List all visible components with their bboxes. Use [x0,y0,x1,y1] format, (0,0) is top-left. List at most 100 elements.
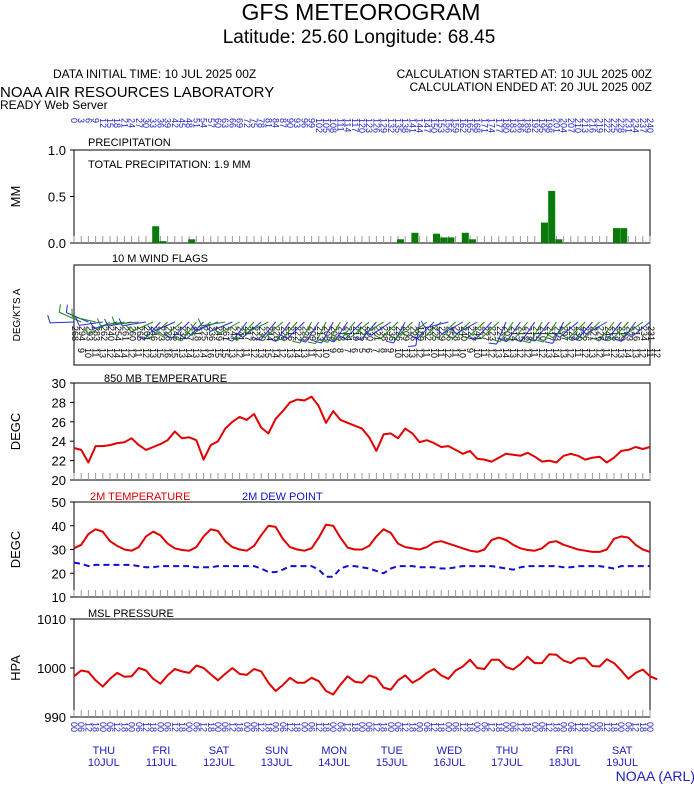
wind-speed-label: 9 [386,348,396,353]
wind-barb-feather [569,336,577,341]
wind-barb-feather [467,335,476,340]
time-axis-hour-label: 18 [580,722,590,732]
time-axis-hour-label: 06 [623,722,633,732]
hour-label: 171 [479,118,489,133]
legend-2m-temp: 2M TEMPERATURE [90,491,190,503]
wind-direction-label: 247 [228,326,238,341]
hour-label: 108 [328,118,338,133]
wind-barb-feather [83,327,90,335]
panel-title: 10 M WIND FLAGS [112,253,208,265]
dewpoint-line [73,561,650,578]
wind-direction-label: 222 [293,326,303,341]
wind-barb-feather [111,316,116,325]
hour-label: 72 [242,118,252,128]
wind-barb-feather [373,334,381,340]
precip-bar [461,232,469,243]
wind-barb [286,321,305,340]
wind-direction-label: 265 [135,326,145,341]
y-axis-label: HPA [8,655,23,681]
page-title: GFS METEOROGRAM [242,0,481,25]
wind-barb-feather [385,340,394,344]
wind-barb-feather [337,334,346,340]
wind-speed-label: 12 [400,348,410,358]
time-axis-hour-label: 00 [127,722,137,732]
wind-barb [59,311,82,323]
wind-direction-label: 231 [178,326,188,341]
wind-speed-label: 11 [306,348,316,357]
wind-barb [466,321,485,339]
time-axis-hour-label: 18 [119,722,129,732]
precip-bar [397,239,404,243]
wind-barb [393,321,406,344]
hour-label: 45 [177,118,187,128]
wind-speed-label: 12 [443,348,453,358]
time-axis-hour-label: 12 [141,722,151,732]
wind-speed-label: 14 [551,348,561,358]
wind-barb-feather [598,336,607,342]
wind-barb-feather [179,334,187,340]
panel-title: PRECIPITATION [88,137,171,149]
wind-barb-feather [197,318,202,326]
time-axis-hour-label: 06 [249,722,259,732]
wind-speed-label: 10 [321,348,331,358]
wind-direction-label: 214 [344,326,354,341]
wind-barb [333,321,349,343]
time-axis-hour-label: 00 [472,722,482,732]
time-axis-hour-label: 12 [544,722,554,732]
wind-speed-label: 13 [227,348,237,358]
hour-label: 105 [321,118,331,133]
time-axis-hour-label: 00 [184,722,194,732]
wind-barb-feather [450,327,457,334]
wind-barb [631,321,651,338]
wind-direction-label: 227 [466,326,476,341]
hour-label: 159 [451,118,461,133]
precip-bar [411,232,419,243]
hour-label: 60 [213,118,223,128]
wind-barb-feather [319,339,328,343]
wind-direction-label: 268 [70,326,80,341]
wind-barb-feather [204,324,211,332]
wind-barb-feather [591,337,600,342]
wind-direction-label: 227 [480,326,490,341]
hour-label: 48 [184,118,194,128]
hour-label: 225 [609,118,619,133]
wind-barb-feather [430,333,439,339]
precip-bar [433,233,440,243]
wind-barb [122,321,147,327]
wind-direction-label: 226 [596,326,606,341]
y-tick-label: 22 [52,454,66,469]
time-axis-hour-label: 00 [386,722,396,732]
t2m-line [73,523,651,553]
y-tick-label: 28 [52,395,66,410]
wind-barb [149,321,168,339]
precip-bar [548,190,556,243]
time-axis-hour-label: 00 [213,722,223,732]
hour-label: 183 [508,118,518,133]
hour-label: 177 [494,118,504,133]
wind-barb-feather [552,332,560,338]
wind-direction-label: 217 [545,326,555,341]
wind-barb-feather [409,334,418,340]
hour-label: 150 [429,118,439,133]
wind-barb [370,321,392,336]
wind-barb-feather [292,340,301,344]
wind-barb [259,321,276,341]
wind-direction-label: 218 [610,326,620,341]
wind-barb [350,321,370,338]
hour-label: 237 [638,118,648,133]
wind-barb-feather [224,337,233,342]
precip-bar [555,239,563,243]
wind-direction-label: 214 [509,326,519,341]
wind-barb-feather [505,337,514,342]
hour-label: 141 [407,118,417,133]
hour-label: 195 [537,118,547,133]
wind-speed-label: 14 [270,348,280,358]
wind-speed-label: 15 [170,348,180,358]
time-axis-date-label: 17JUL [491,757,523,769]
wind-direction-label: 234 [639,326,649,341]
hour-label: 93 [292,118,302,128]
wind-speed-label: 13 [630,348,640,358]
time-axis-hour-label: 00 [357,722,367,732]
time-axis-hour-label: 12 [515,722,525,732]
y-tick-label: 1.0 [48,143,66,158]
